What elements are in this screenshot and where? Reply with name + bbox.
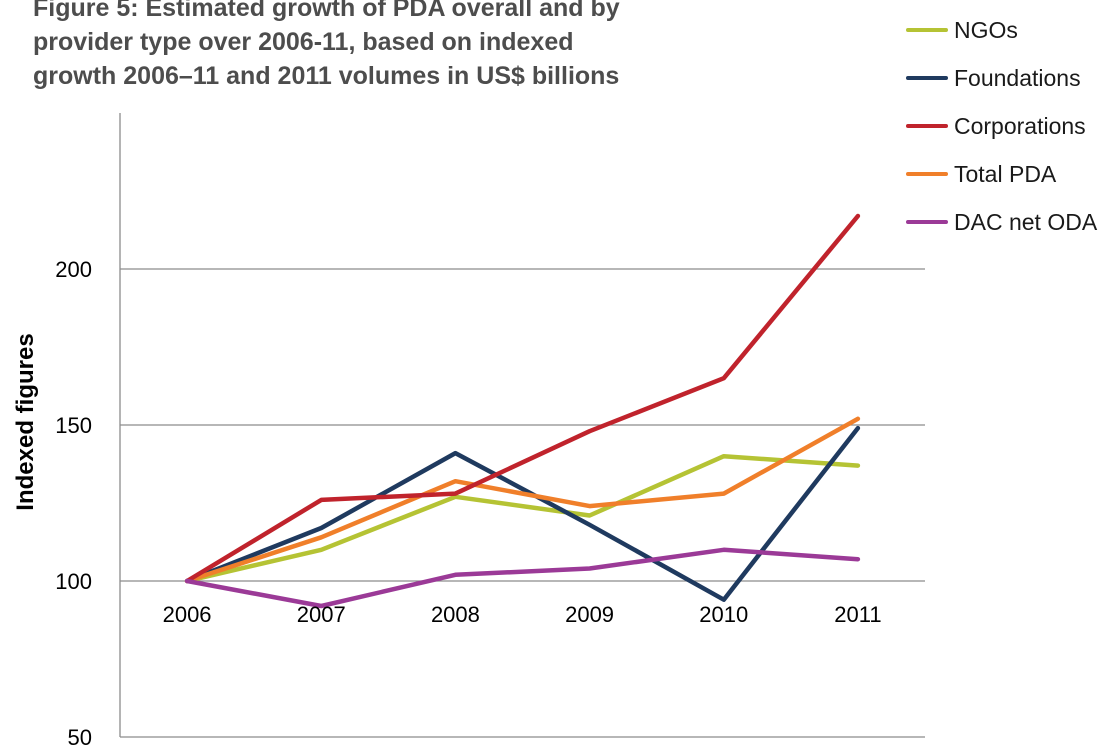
y-tick-label-100: 100 [55, 569, 92, 594]
legend-label-ngos: NGOs [954, 16, 1018, 43]
legend-label-corporations: Corporations [954, 112, 1086, 139]
legend-swatch-foundations [906, 76, 948, 80]
x-tick-label-2009: 2009 [565, 602, 614, 627]
legend-item-dac-net-oda: DAC net ODA [906, 198, 1097, 246]
legend-swatch-total-pda [906, 172, 948, 176]
legend-swatch-corporations [906, 124, 948, 128]
legend-item-corporations: Corporations [906, 102, 1097, 150]
chart-title-line-3: growth 2006–11 and 2011 volumes in US$ b… [33, 62, 620, 90]
x-tick-label-2008: 2008 [431, 602, 480, 627]
legend-item-total-pda: Total PDA [906, 150, 1097, 198]
series-line-dac-net-oda [184, 547, 861, 609]
x-tick-label-2010: 2010 [699, 602, 748, 627]
legend-swatch-ngos [906, 28, 948, 32]
chart-title: Figure 5: Estimated growth of PDA overal… [33, 0, 733, 93]
series-line-foundations [184, 425, 861, 602]
y-tick-label-200: 200 [55, 257, 92, 282]
series-line-ngos [184, 453, 861, 584]
legend-item-foundations: Foundations [906, 54, 1097, 102]
x-tick-label-2006: 2006 [163, 602, 212, 627]
legend-label-foundations: Foundations [954, 64, 1081, 91]
legend-label-total-pda: Total PDA [954, 160, 1057, 187]
gridlines [120, 268, 925, 582]
axes [119, 113, 925, 738]
tick-labels: 50 100 150 200 2006 2007 2008 2009 2010 2011 [55, 257, 881, 746]
legend: NGOs Foundations Corporations Total PDA DAC … [906, 6, 1097, 246]
series-lines [184, 213, 861, 609]
chart-title-line-1: Figure 5: Estimated growth of PDA overal… [33, 0, 620, 22]
x-tick-label-2011: 2011 [834, 602, 881, 627]
y-tick-label-50: 50 [68, 725, 92, 746]
legend-item-ngos: NGOs [906, 6, 1097, 54]
chart-title-line-2: provider type over 2006-11, based on ind… [33, 28, 574, 56]
legend-swatch-dac-net-oda [906, 220, 948, 224]
x-tick-label-2007: 2007 [297, 602, 346, 627]
y-axis-label: Indexed figures [12, 333, 39, 511]
series-line-corporations [184, 213, 861, 584]
series-line-total-pda [184, 416, 861, 584]
y-tick-label-150: 150 [55, 413, 92, 438]
legend-label-dac-net-oda: DAC net ODA [954, 208, 1098, 235]
